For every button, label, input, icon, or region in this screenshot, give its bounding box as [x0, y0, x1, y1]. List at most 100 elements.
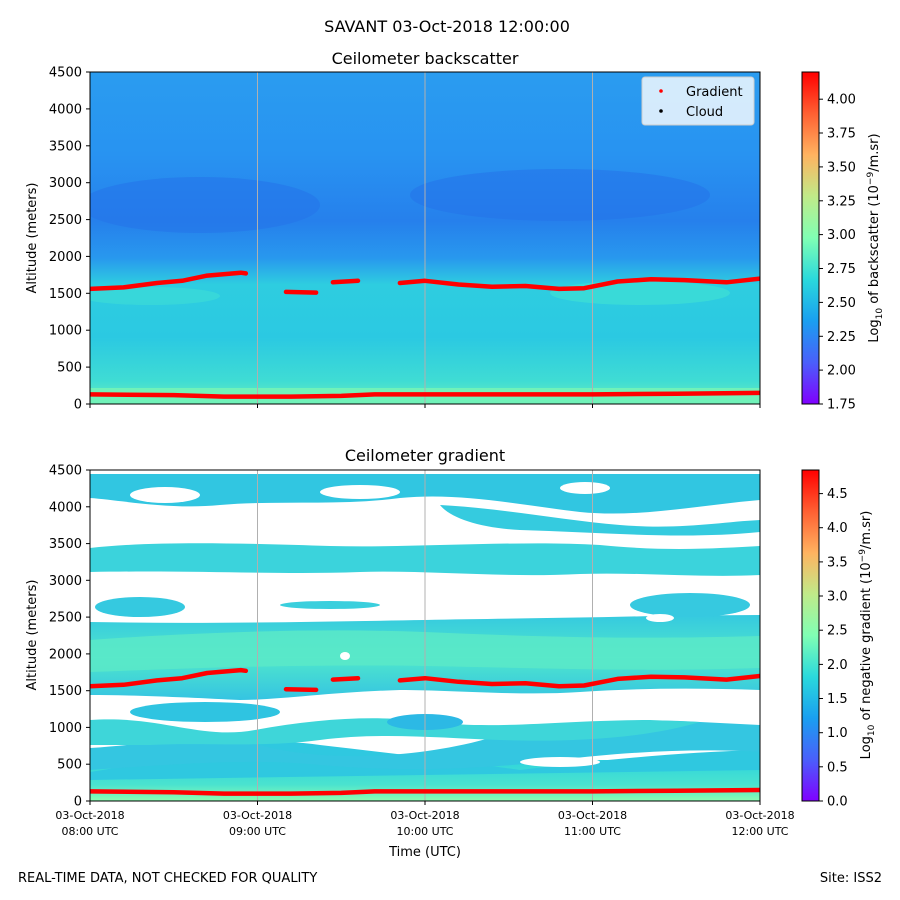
colorbar-tick-label: 3.50: [827, 160, 856, 175]
x-tick-date: 03-Oct-2018: [223, 809, 292, 822]
colorbar-label-mid: of backscatter (10: [867, 185, 882, 308]
figure-title: SAVANT 03-Oct-2018 12:00:00: [324, 17, 570, 36]
gradient-marker-series: [330, 675, 361, 682]
colorbar-tick-label: 0.0: [827, 795, 848, 810]
gradient-marker-series: [397, 276, 760, 292]
footer-quality-notice: REAL-TIME DATA, NOT CHECKED FOR QUALITY: [18, 871, 317, 886]
colorbar-tick-label: 1.0: [827, 726, 848, 741]
colorbar-label-mid: of negative gradient (10: [859, 562, 874, 724]
x-tick-time: 10:00 UTC: [396, 825, 453, 838]
colorbar-tick-label: 3.0: [827, 590, 848, 605]
gradient-marker-series: [90, 270, 249, 292]
y-tick-label: 1000: [49, 721, 82, 736]
legend-cloud-marker: [659, 109, 663, 113]
gradient-y-axis-label: Altitude (meters): [25, 580, 40, 691]
colorbar-label-sub: 10: [875, 308, 885, 320]
gradient-marker-series: [90, 667, 249, 689]
colorbar-label-sup: −9: [866, 172, 876, 186]
legend-gradient-marker: [659, 89, 663, 93]
colorbar-tick-label: 2.00: [827, 364, 856, 379]
colorbar-tick-label: 4.5: [827, 487, 848, 502]
y-tick-label: 0: [74, 795, 82, 810]
gradient-cloud-blob: [646, 614, 674, 622]
colorbar-tick-label: 4.00: [827, 93, 856, 108]
y-tick-label: 1000: [49, 324, 82, 339]
backscatter-gridlines: [257, 72, 593, 404]
colorbar-tick-label: 1.5: [827, 692, 848, 707]
y-tick-label: 3000: [49, 574, 82, 589]
colorbar-label: Log10 of negative gradient (10−9/m.sr): [858, 511, 877, 760]
legend-cloud-label: Cloud: [686, 105, 723, 120]
backscatter-gradient-marks: [90, 270, 760, 399]
backscatter-light-patch: [550, 281, 730, 305]
y-tick-label: 4000: [49, 102, 82, 117]
gradient-layer-blob: [130, 702, 280, 722]
gradient-cloud-blob: [320, 485, 400, 499]
gradient-colorbar: 0.0 0.5 1.0 1.5 2.0 2.5 3.0 3.5 4.0 4.5 …: [801, 469, 877, 810]
gradient-marker-series: [397, 673, 760, 689]
gradient-patch: [95, 597, 185, 617]
gradient-layer-band: [90, 718, 700, 745]
x-tick-time: 11:00 UTC: [564, 825, 621, 838]
colorbar-label-end: /m.sr): [867, 133, 882, 171]
legend-gradient-label: Gradient: [686, 85, 743, 100]
x-tick-time: 09:00 UTC: [229, 825, 286, 838]
gradient-x-ticks: 03-Oct-2018 08:00 UTC 03-Oct-2018 09:00 …: [55, 801, 795, 838]
colorbar-label-sub: 10: [867, 724, 877, 736]
backscatter-y-ticks: 0 500 1000 1500 2000 2500 3000 3500 4000…: [49, 66, 90, 413]
backscatter-light-patch: [90, 287, 220, 305]
colorbar-tick-label: 0.5: [827, 760, 848, 775]
x-tick-date: 03-Oct-2018: [725, 809, 794, 822]
y-tick-label: 0: [74, 398, 82, 413]
x-tick-date: 03-Oct-2018: [558, 809, 627, 822]
backscatter-colorbar: 1.75 2.00 2.25 2.50 2.75 3.00 3.25 3.50 …: [801, 71, 885, 413]
colorbar-tick-label: 3.5: [827, 555, 848, 570]
colorbar-gradient: [801, 469, 820, 802]
y-tick-label: 2000: [49, 647, 82, 662]
x-tick-time: 12:00 UTC: [731, 825, 788, 838]
x-axis-label: Time (UTC): [388, 845, 461, 860]
colorbar-label: Log10 of backscatter (10−9/m.sr): [866, 133, 885, 342]
colorbar-tick-label: 2.75: [827, 262, 856, 277]
footer-site: Site: ISS2: [820, 871, 882, 886]
gradient-patch: [630, 593, 750, 617]
y-tick-label: 1500: [49, 684, 82, 699]
colorbar-tick-label: 1.75: [827, 398, 856, 413]
gradient-marker-series: [330, 278, 361, 285]
colorbar-label-main: Log: [867, 319, 882, 342]
colorbar-tick-label: 2.5: [827, 624, 848, 639]
gradient-cloud-band: [440, 505, 760, 536]
gradient-marker-series: [90, 787, 760, 796]
y-tick-label: 3500: [49, 537, 82, 552]
gradient-marker-series: [283, 686, 319, 693]
backscatter-x-ticks: [89, 404, 761, 408]
y-tick-label: 3000: [49, 176, 82, 191]
gradient-gradient-marks: [90, 667, 760, 796]
gradient-y-ticks: 0 500 1000 1500 2000 2500 3000 3500 4000…: [49, 464, 90, 810]
colorbar-tick-label: 4.0: [827, 521, 848, 536]
gradient-gridlines: [257, 470, 593, 801]
y-tick-label: 3500: [49, 139, 82, 154]
backscatter-dark-patch: [410, 169, 710, 221]
backscatter-title: Ceilometer backscatter: [332, 49, 519, 68]
legend-box: [641, 76, 755, 126]
colorbar-tick-label: 3.75: [827, 127, 856, 142]
colorbar-tick-label: 2.0: [827, 658, 848, 673]
x-tick-time: 08:00 UTC: [61, 825, 118, 838]
y-tick-label: 500: [57, 361, 82, 376]
y-tick-label: 4500: [49, 464, 82, 479]
colorbar-label-end: /m.sr): [859, 511, 874, 549]
x-tick-date: 03-Oct-2018: [390, 809, 459, 822]
colorbar-tick-label: 2.25: [827, 330, 856, 345]
colorbar-tick-label: 2.50: [827, 296, 856, 311]
gradient-cloud-blob: [130, 487, 200, 503]
y-tick-label: 4000: [49, 500, 82, 515]
colorbar-tick-label: 3.25: [827, 194, 856, 209]
y-tick-label: 1500: [49, 287, 82, 302]
colorbar-gradient: [801, 71, 820, 405]
gradient-cloud-blob: [520, 757, 600, 767]
y-tick-label: 500: [57, 758, 82, 773]
x-tick-date: 03-Oct-2018: [55, 809, 124, 822]
y-tick-label: 2000: [49, 250, 82, 265]
